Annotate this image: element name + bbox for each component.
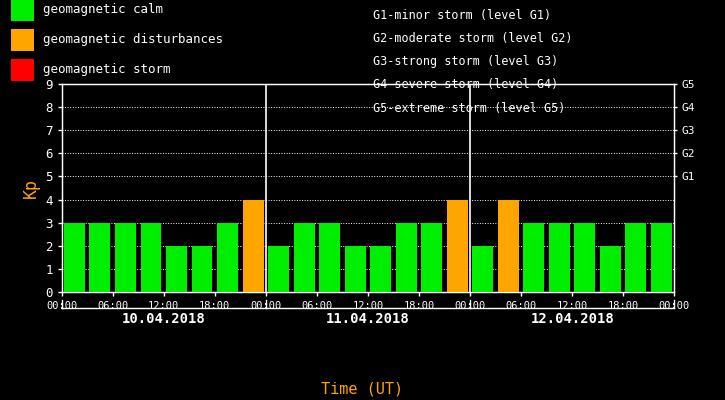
Text: G4-severe storm (level G4): G4-severe storm (level G4) [373,78,559,92]
Bar [191,246,212,292]
Bar [141,223,162,292]
Text: G2-moderate storm (level G2): G2-moderate storm (level G2) [373,32,573,45]
Bar [574,223,595,292]
Text: geomagnetic storm: geomagnetic storm [43,64,170,76]
Bar [217,223,238,292]
Text: geomagnetic calm: geomagnetic calm [43,4,163,16]
Bar [370,246,392,292]
Text: 10.04.2018: 10.04.2018 [122,312,206,326]
Bar [166,246,187,292]
Bar [319,223,340,292]
Bar [498,200,519,292]
Bar [115,223,136,292]
Bar [396,223,417,292]
Bar [626,223,647,292]
Bar [294,223,315,292]
Text: G3-strong storm (level G3): G3-strong storm (level G3) [373,55,559,68]
Bar [421,223,442,292]
Bar [243,200,263,292]
Text: G1-minor storm (level G1): G1-minor storm (level G1) [373,9,552,22]
Text: 12.04.2018: 12.04.2018 [530,312,614,326]
Bar [344,246,365,292]
Bar [64,223,85,292]
Bar [89,223,110,292]
Bar [447,200,468,292]
Bar [549,223,570,292]
Bar [473,246,493,292]
Text: geomagnetic disturbances: geomagnetic disturbances [43,34,223,46]
Y-axis label: Kp: Kp [22,178,40,198]
Text: Time (UT): Time (UT) [321,381,404,396]
Bar [600,246,621,292]
Text: G5-extreme storm (level G5): G5-extreme storm (level G5) [373,102,566,115]
Text: 11.04.2018: 11.04.2018 [326,312,410,326]
Bar [523,223,544,292]
Bar [651,223,672,292]
Bar [268,246,289,292]
